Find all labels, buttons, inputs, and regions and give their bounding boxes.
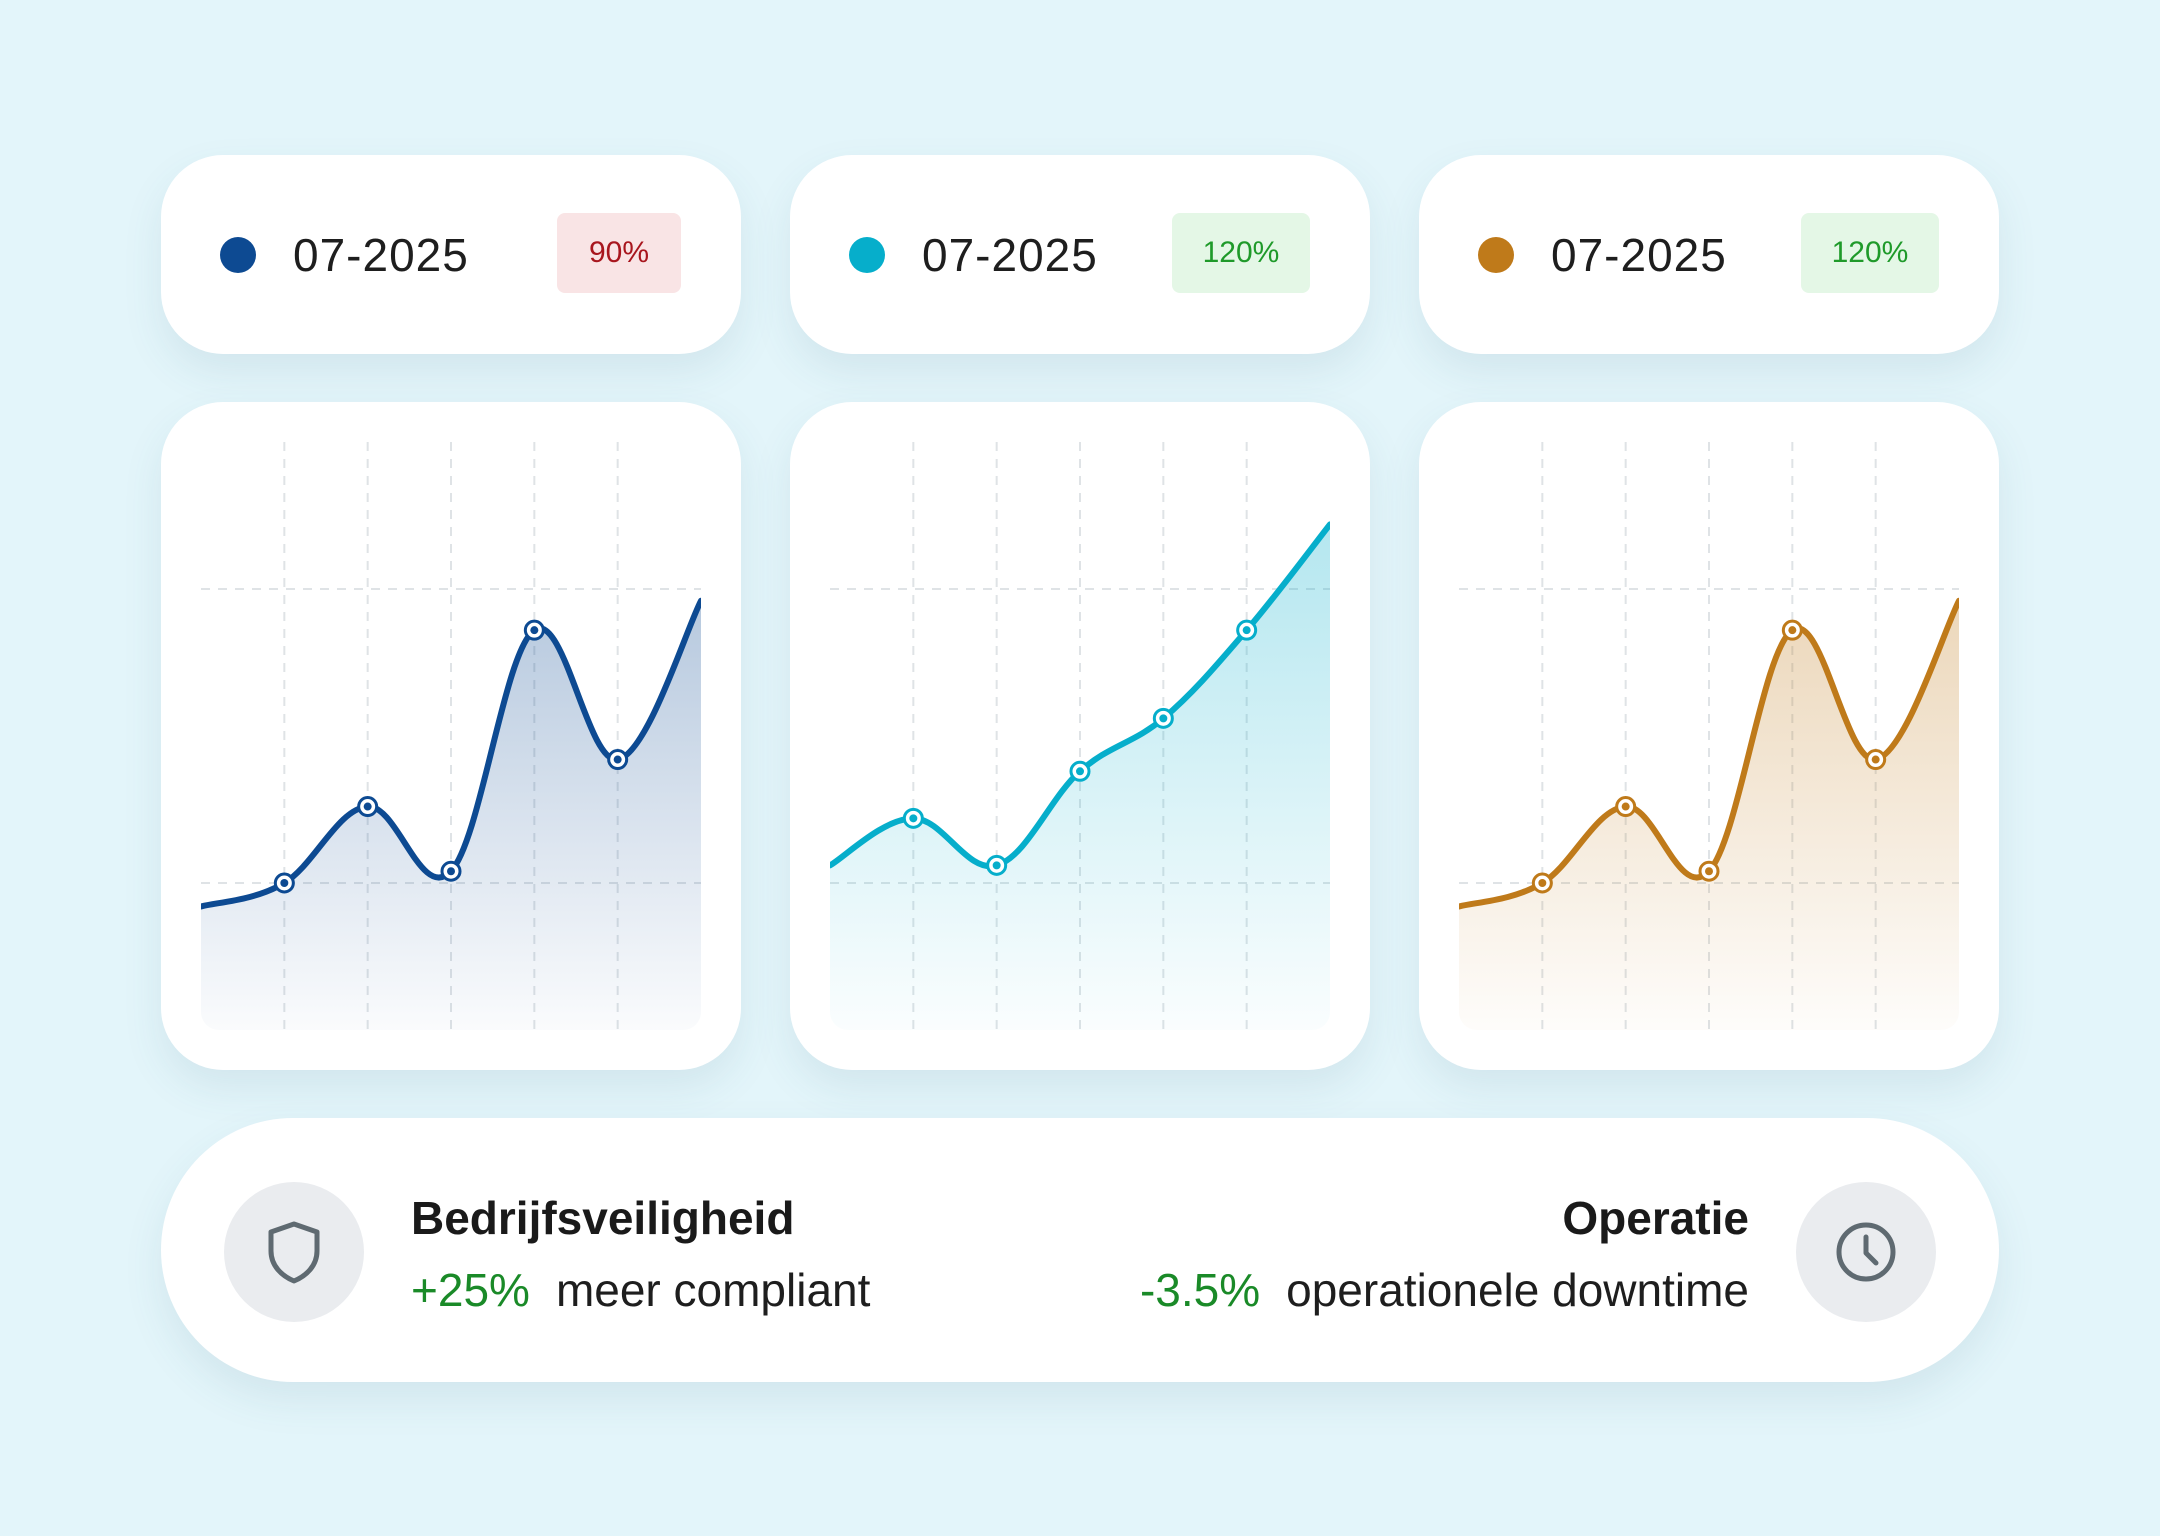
legend-card-2: 07-2025 120% [790, 155, 1370, 354]
data-point-center [530, 626, 539, 635]
percentage-badge: 120% [1801, 213, 1939, 293]
data-point-center [1538, 879, 1547, 887]
legend-date: 07-2025 [1551, 229, 1727, 281]
stat-text-safety: meer compliant [555, 1264, 871, 1316]
stat-title-safety: Bedrijfsveiligheid [411, 1192, 795, 1244]
stat-block-operation: Operatie -3.5% operationele downtime [849, 1118, 1749, 1382]
data-point-center [909, 814, 918, 823]
stat-line-safety: +25% meer compliant [411, 1262, 870, 1318]
chart-card-1 [161, 402, 741, 1070]
stats-bar: Bedrijfsveiligheid +25% meer compliant Op… [161, 1118, 1999, 1382]
area-chart-1 [201, 442, 701, 1030]
data-point-center [1076, 767, 1084, 776]
clock-icon [1836, 1222, 1896, 1282]
shield-icon [268, 1221, 320, 1284]
area-chart-2 [830, 442, 1330, 1030]
data-point-center [1788, 626, 1797, 635]
legend-card-3: 07-2025 120% [1419, 155, 1999, 354]
stat-text-operation: operationele downtime [1286, 1264, 1749, 1316]
data-point-center [447, 867, 455, 876]
shield-icon-circle [224, 1182, 364, 1322]
data-point-center [1705, 867, 1713, 876]
legend-card-1: 07-2025 90% [161, 155, 741, 354]
data-point-center [613, 755, 622, 764]
series-dot [1478, 237, 1514, 273]
stat-line-operation: -3.5% operationele downtime [1140, 1262, 1749, 1318]
data-point-center [992, 861, 1001, 870]
chart-card-3 [1419, 402, 1999, 1070]
data-point-center [1159, 714, 1168, 723]
legend-date: 07-2025 [922, 229, 1098, 281]
stat-value-safety: +25% [411, 1264, 530, 1316]
series-dot [220, 237, 256, 273]
data-point-center [280, 879, 289, 887]
area-fill [201, 600, 701, 1030]
data-point-center [1621, 802, 1630, 811]
data-point-center [1871, 755, 1880, 764]
series-dot [849, 237, 885, 273]
legend-date: 07-2025 [293, 229, 469, 281]
clock-icon-circle [1796, 1182, 1936, 1322]
stat-title-operation: Operatie [1562, 1192, 1749, 1244]
area-chart-3 [1459, 442, 1959, 1030]
area-fill [1459, 600, 1959, 1030]
data-point-center [363, 802, 372, 811]
data-point-center [1242, 626, 1251, 635]
chart-card-2 [790, 402, 1370, 1070]
percentage-badge: 120% [1172, 213, 1310, 293]
percentage-badge: 90% [557, 213, 681, 293]
stat-value-operation: -3.5% [1139, 1264, 1261, 1316]
